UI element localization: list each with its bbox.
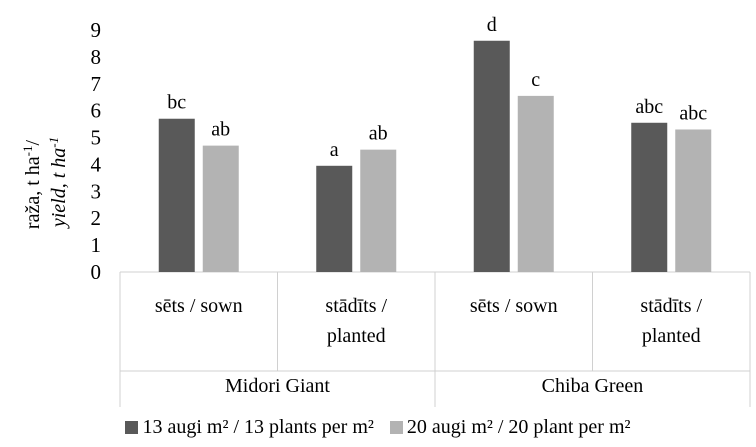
y-tick-label-2: 2	[91, 206, 102, 230]
legend-label-series-2: 20 augi m² / 20 plant per m²	[406, 415, 631, 438]
bar-series-2-cat-4	[675, 129, 712, 272]
y-axis-label-line2: yield, t ha-1	[46, 137, 71, 229]
y-axis-label: raža, t ha-1/ yield, t ha-1	[20, 135, 71, 229]
y-axis-label-line1: raža, t ha-1/	[20, 135, 45, 229]
category-label-0-1: stādīts /	[325, 295, 387, 317]
y-tick-label-9: 9	[91, 18, 102, 42]
legend-swatch-series-1	[125, 420, 139, 434]
y-tick-label-5: 5	[91, 126, 102, 150]
data-label-series-2-cat-4: abc	[679, 102, 707, 124]
bar-series-2-cat-1	[202, 145, 239, 272]
bar-series-1-cat-4	[631, 122, 668, 273]
data-label-series-1-cat-2: a	[330, 139, 339, 161]
y-tick-label-3: 3	[91, 179, 102, 203]
bar-series-2-cat-2	[360, 149, 397, 272]
bar-series-2-cat-3	[517, 95, 554, 272]
labels-layer: sēts / sown stādīts / planted Midori Giant s…	[155, 14, 707, 397]
category-label-line2-0-1: planted	[327, 325, 386, 347]
bars-layer	[158, 40, 712, 273]
legend-swatch-series-2	[389, 420, 403, 434]
bar-series-1-cat-2	[316, 165, 353, 272]
data-label-series-1-cat-4: abc	[635, 96, 663, 118]
group-label-1: Chiba Green	[542, 375, 644, 397]
bar-chart: 0 1 2 3 45 6 7 8 9 sēts / sown stādīts / planted Mi…	[20, 14, 751, 407]
legend-item-series-2: 20 augi m² / 20 plant per m²	[389, 415, 631, 439]
data-label-series-1-cat-1: bc	[167, 92, 186, 114]
legend: 13 augi m² / 13 plants per m² 20 augi m²…	[0, 412, 756, 442]
y-tick-label-8: 8	[91, 45, 102, 69]
y-tick-label-7: 7	[91, 72, 102, 96]
data-label-series-2-cat-2: ab	[369, 123, 388, 145]
bar-series-1-cat-3	[473, 40, 510, 272]
y-tick-label-6: 6	[91, 99, 102, 123]
category-label-line2-1-1: planted	[642, 325, 701, 347]
bar-series-1-cat-1	[158, 118, 195, 272]
y-tick-label-1: 1	[91, 233, 102, 257]
data-label-series-1-cat-3: d	[487, 14, 497, 36]
group-label-0: Midori Giant	[225, 375, 330, 397]
data-label-series-2-cat-1: ab	[211, 119, 230, 141]
data-label-series-2-cat-3: c	[531, 69, 540, 91]
category-label-1-1: stādīts /	[640, 295, 702, 317]
y-tick-label-0: 0	[91, 260, 102, 284]
y-tick-label-4: 4	[91, 152, 102, 176]
category-label-0-0: sēts / sown	[155, 295, 243, 317]
legend-item-series-1: 13 augi m² / 13 plants per m²	[125, 415, 374, 439]
category-label-1-0: sēts / sown	[470, 295, 558, 317]
legend-label-series-1: 13 augi m² / 13 plants per m²	[142, 415, 374, 438]
